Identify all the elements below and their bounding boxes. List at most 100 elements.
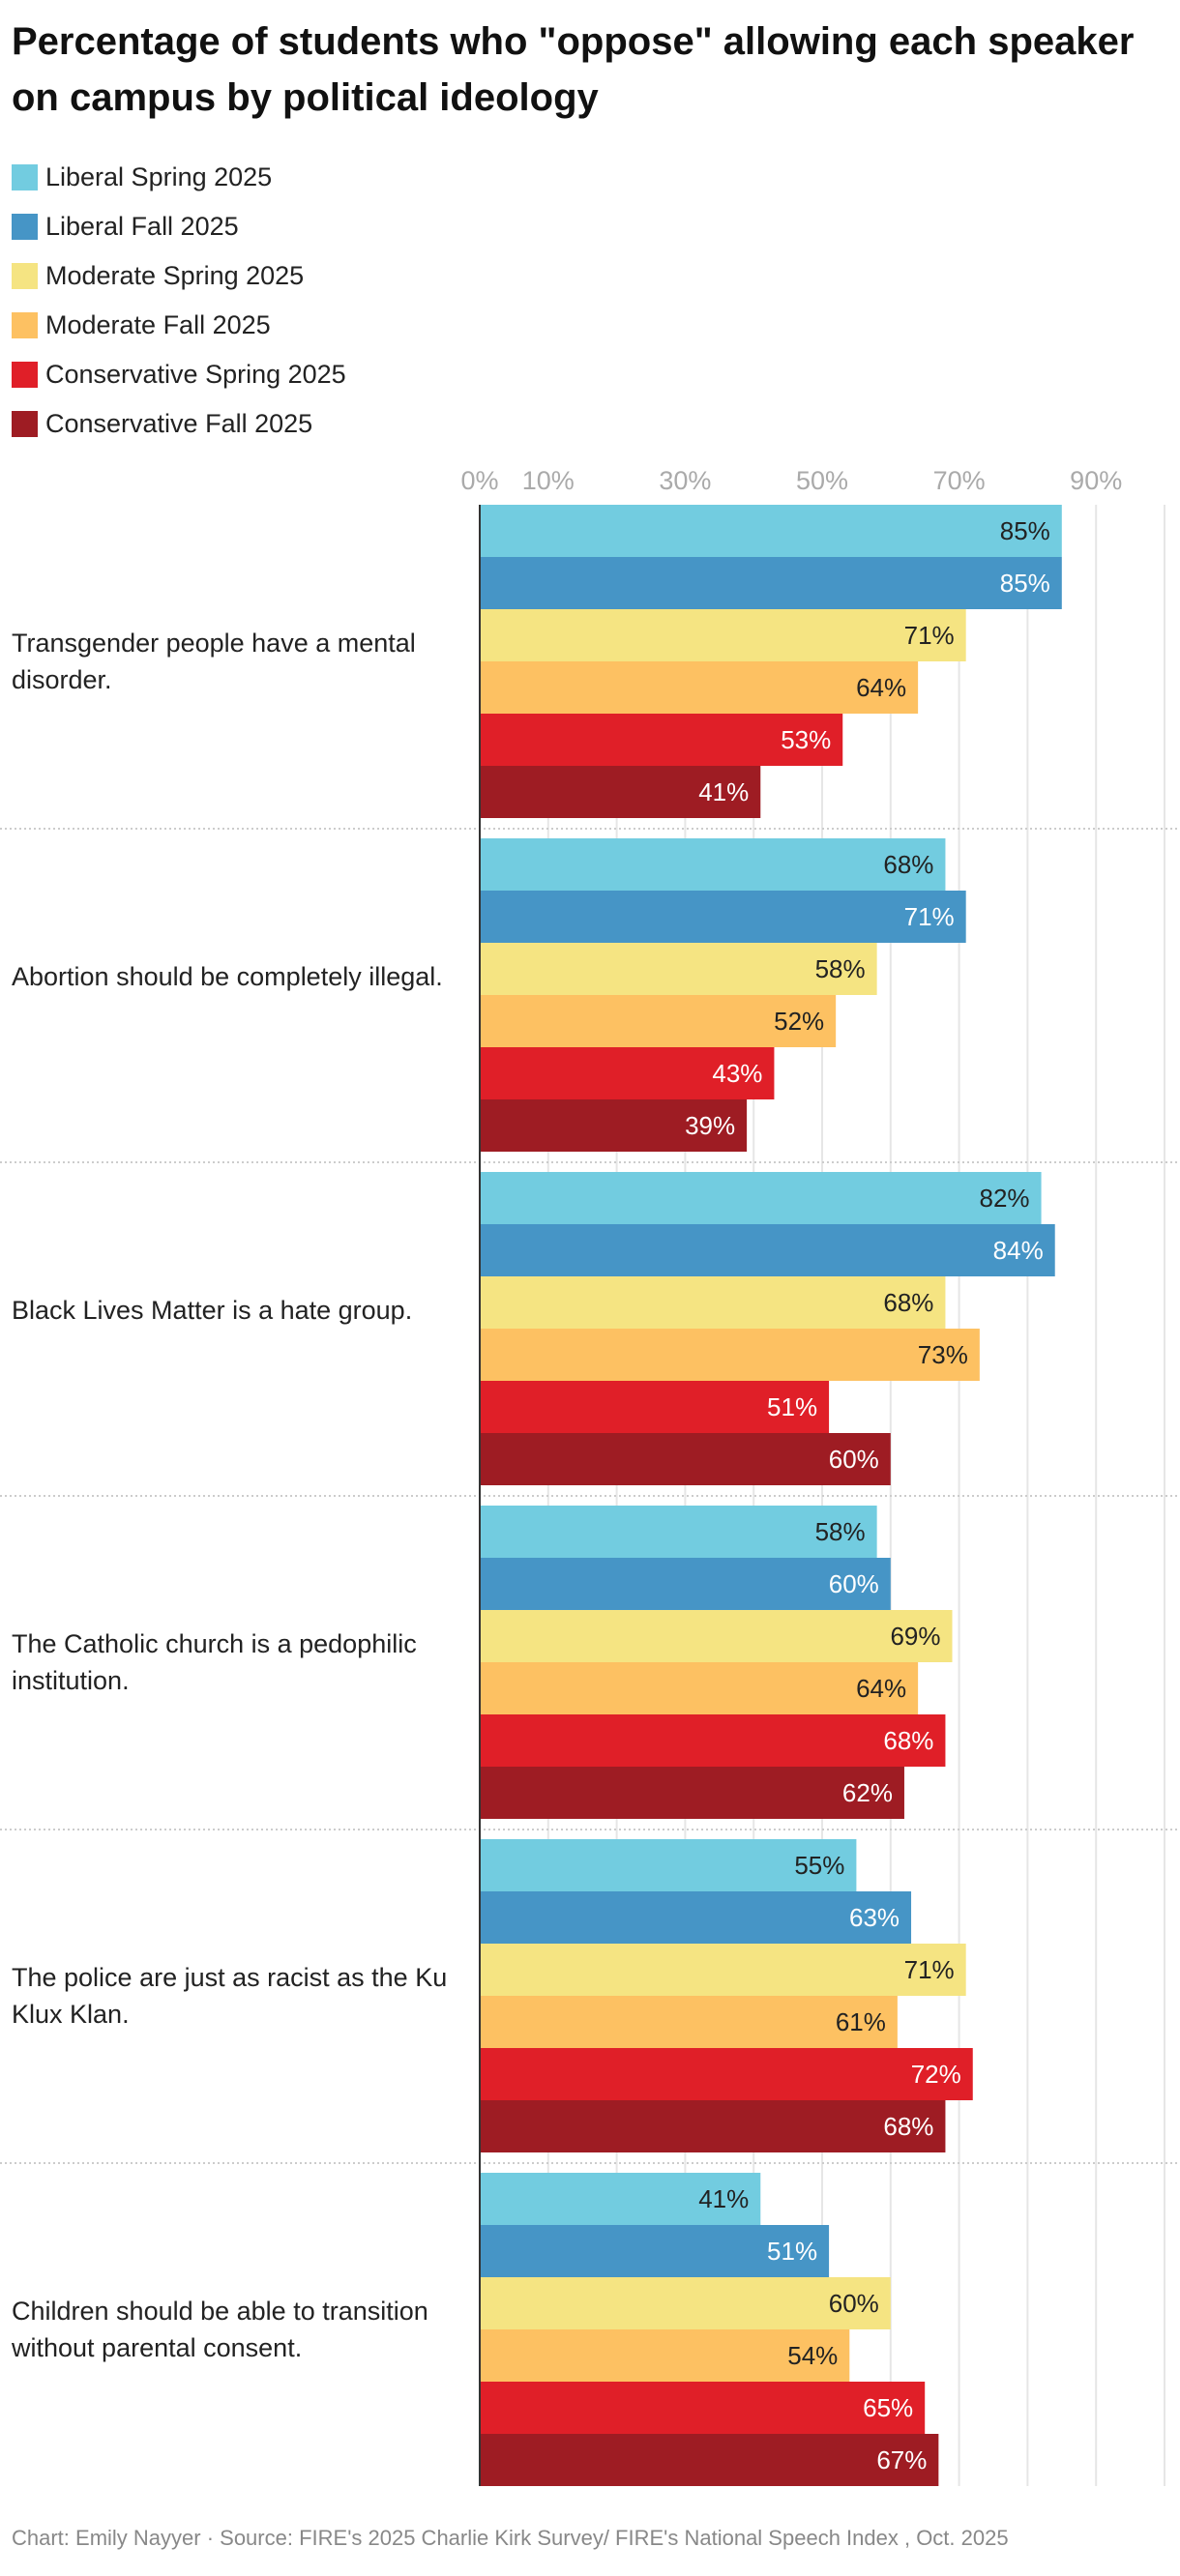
category-label: The police are just as racist as the Ku … (12, 1963, 448, 2029)
bar (480, 943, 877, 995)
data-label: 71% (904, 1955, 955, 1984)
chart-title: Percentage of students who "oppose" allo… (12, 20, 1135, 119)
data-label: 62% (842, 1778, 893, 1807)
bar (480, 1662, 919, 1714)
category-label: Children should be able to transition wi… (12, 2297, 428, 2362)
data-label: 82% (980, 1184, 1030, 1213)
legend-swatch (12, 362, 38, 388)
legend-item: Liberal Fall 2025 (12, 202, 346, 251)
data-label: 58% (815, 954, 866, 983)
data-label: 54% (787, 2341, 838, 2370)
category-label: Black Lives Matter is a hate group. (12, 1296, 413, 1325)
x-tick-label: 0% (460, 466, 498, 495)
bar (480, 2329, 850, 2382)
bar (480, 2382, 926, 2434)
bar (480, 1381, 830, 1433)
bar (480, 2100, 946, 2152)
category-label: The Catholic church is a pedophilic inst… (12, 1629, 417, 1695)
bar (480, 1996, 898, 2048)
legend-label: Moderate Fall 2025 (45, 310, 271, 339)
legend-item: Moderate Fall 2025 (12, 301, 346, 350)
bar (480, 1714, 946, 1767)
legend-item: Conservative Spring 2025 (12, 350, 346, 399)
legend-label: Liberal Fall 2025 (45, 212, 239, 241)
data-label: 61% (836, 2007, 886, 2036)
bar (480, 1506, 877, 1558)
data-label: 68% (883, 2112, 933, 2141)
bar (480, 766, 761, 818)
legend-swatch (12, 263, 38, 289)
bar (480, 1891, 912, 1944)
bar (480, 1558, 891, 1610)
x-tick-label: 90% (1070, 466, 1122, 495)
legend-label: Liberal Spring 2025 (45, 162, 273, 191)
data-label: 64% (856, 673, 906, 702)
bar (480, 714, 843, 766)
data-label: 63% (849, 1903, 900, 1932)
legend-label: Moderate Spring 2025 (45, 261, 305, 290)
data-label: 58% (815, 1517, 866, 1546)
bar (480, 1276, 946, 1329)
data-label: 85% (1000, 569, 1050, 598)
x-tick-label: 30% (659, 466, 711, 495)
data-label: 41% (698, 2184, 749, 2213)
bar (480, 505, 1062, 557)
data-label: 39% (685, 1111, 735, 1140)
bar (480, 891, 966, 943)
data-label: 51% (767, 1392, 817, 1421)
data-label: 60% (829, 1445, 879, 1474)
data-label: 85% (1000, 516, 1050, 545)
bar (480, 1610, 953, 1662)
legend-item: Liberal Spring 2025 (12, 153, 346, 202)
data-label: 41% (698, 777, 749, 806)
bar (480, 557, 1062, 609)
x-tick-label: 70% (933, 466, 986, 495)
bar (480, 1944, 966, 1996)
bar (480, 1767, 904, 1819)
data-label: 65% (863, 2393, 913, 2422)
legend-label: Conservative Spring 2025 (45, 360, 346, 389)
bar (480, 1839, 857, 1891)
data-label: 68% (883, 850, 933, 879)
data-label: 43% (712, 1059, 762, 1088)
bar (480, 2225, 830, 2277)
bar (480, 1433, 891, 1485)
bar (480, 2277, 891, 2329)
legend-swatch (12, 312, 38, 338)
legend-swatch (12, 214, 38, 240)
data-label: 55% (794, 1851, 844, 1880)
bar (480, 995, 837, 1047)
data-label: 69% (890, 1622, 940, 1651)
x-tick-label: 10% (522, 466, 575, 495)
data-label: 84% (993, 1236, 1044, 1265)
data-label: 51% (767, 2237, 817, 2266)
bar (480, 1047, 775, 1099)
category-label: Abortion should be completely illegal. (12, 962, 443, 991)
legend-label: Conservative Fall 2025 (45, 409, 313, 438)
x-tick-label: 50% (796, 466, 848, 495)
bar (480, 609, 966, 661)
bar (480, 1329, 980, 1381)
data-label: 52% (774, 1007, 824, 1036)
footer-credit: Chart: Emily Nayyer · Source: FIRE's 202… (12, 2526, 1009, 2550)
bar (480, 838, 946, 891)
bar (480, 1172, 1042, 1224)
bar (480, 2173, 761, 2225)
bar (480, 2434, 939, 2486)
data-label: 60% (829, 1569, 879, 1598)
data-label: 71% (904, 621, 955, 650)
data-label: 53% (781, 725, 831, 754)
bar (480, 1099, 748, 1152)
bar (480, 2048, 973, 2100)
legend-swatch (12, 164, 38, 190)
data-label: 68% (883, 1726, 933, 1755)
legend-item: Conservative Fall 2025 (12, 399, 346, 449)
bar (480, 1224, 1055, 1276)
bar (480, 661, 919, 714)
legend-item: Moderate Spring 2025 (12, 251, 346, 301)
data-label: 64% (856, 1674, 906, 1703)
legend: Liberal Spring 2025 Liberal Fall 2025 Mode… (12, 153, 346, 449)
data-label: 72% (911, 2060, 961, 2089)
data-label: 68% (883, 1288, 933, 1317)
data-label: 73% (918, 1340, 968, 1369)
